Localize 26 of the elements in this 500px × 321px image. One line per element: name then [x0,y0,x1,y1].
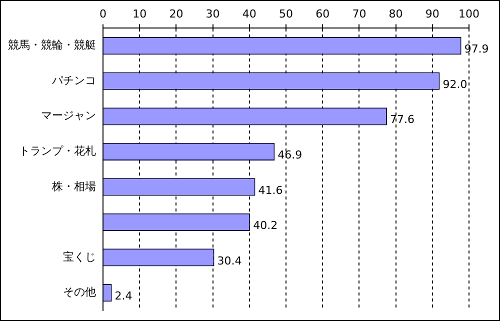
y-tick-label: その他 [63,286,96,299]
y-tick-label: 競馬・競輪・競艇 [8,38,96,52]
x-tick-label: 60 [316,7,330,20]
data-label: 92.0 [442,78,468,91]
data-label: 30.4 [217,254,242,268]
x-tick-label: 80 [388,7,403,20]
x-tick-label: 30 [206,7,220,20]
data-label: 41.6 [258,184,283,197]
y-tick-label: パチンコ [51,74,96,87]
y-tick-label: 株・相場 [51,180,96,193]
x-tick-label: 40 [242,7,256,20]
y-tick-label: マージャン [41,109,96,122]
x-tick-label: 0 [100,7,106,20]
x-tick-label: 50 [279,7,293,20]
data-label: 40.2 [253,219,278,232]
x-tick-label: 10 [132,7,147,20]
data-label: 97.9 [464,42,489,56]
data-label: 77.6 [390,113,415,126]
x-tick-label: 100 [458,7,480,20]
data-label: 46.9 [278,148,302,162]
y-tick-label: 宝くじ [63,250,96,264]
x-tick-label: 20 [169,7,184,20]
data-label: 2.4 [114,290,132,303]
x-tick-label: 70 [352,7,366,20]
x-tick-label: 90 [425,7,440,20]
y-tick-label: トランプ・花札 [19,144,96,158]
